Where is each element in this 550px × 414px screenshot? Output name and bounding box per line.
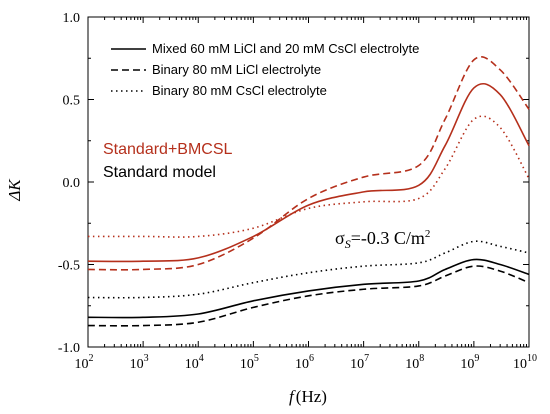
y-tick-label: -1.0 [58,341,80,356]
series-standard-bmcsl-mixed [87,82,530,263]
series-standard-mixed [87,258,530,319]
y-tick-label: 0.5 [63,94,81,109]
x-axis-title: f (Hz) [289,387,327,406]
x-tick-exponent: 7 [364,353,369,364]
y-tick-label: 1.0 [63,11,81,26]
y-tick-label: 0.0 [63,176,81,191]
x-tick-label: 107 [350,353,369,372]
x-tick-label: 104 [185,353,204,372]
legend-label-licl: Binary 80 mM LiCl electrolyte [152,62,321,77]
axis-ticks [87,16,530,348]
series-standard-binary-licl [87,265,530,327]
x-tick-exponent: 6 [309,353,314,364]
x-axis-variable: f [289,387,296,406]
series-standard-bmcsl-binary-cscl [88,115,530,238]
x-tick-exponent: 9 [474,353,479,364]
y-tick-label: -0.5 [58,259,80,274]
x-tick-label: 103 [130,353,149,372]
model-label-standard: Standard model [103,164,216,181]
y-axis-title: ΔK [5,178,24,202]
x-tick-label: 1010 [513,353,537,372]
series-standard-binary-cscl [87,240,530,299]
legend-label-mixed: Mixed 60 mM LiCl and 20 mM CsCl electrol… [152,41,419,56]
legend: Mixed 60 mM LiCl and 20 mM CsCl electrol… [111,41,419,98]
x-tick-exponent: 4 [199,353,204,364]
x-tick-label: 108 [405,353,424,372]
x-axis-unit: (Hz) [296,387,327,406]
series-layer [87,56,530,327]
model-label-bmcsl: Standard+BMCSL [103,141,233,158]
x-tick-label: 106 [295,353,314,372]
surface-charge-annotation: σS=-0.3 C/m2 [335,228,430,251]
series-standard-bmcsl-binary-licl [87,56,530,271]
sigma-value: =-0.3 C/m [351,228,425,248]
x-tick-label: 109 [460,353,479,372]
x-tick-exponent: 8 [419,353,424,364]
x-tick-label: 105 [240,353,259,372]
legend-label-cscl: Binary 80 mM CsCl electrolyte [152,83,327,98]
sigma-subscript: S [345,237,351,251]
x-tick-exponent: 5 [254,353,259,364]
x-tick-exponent: 2 [89,353,94,364]
x-tick-exponent: 3 [144,353,149,364]
x-tick-exponent: 10 [527,353,537,364]
sigma-symbol: σ [335,228,345,248]
sigma-superscript: 2 [425,228,431,240]
